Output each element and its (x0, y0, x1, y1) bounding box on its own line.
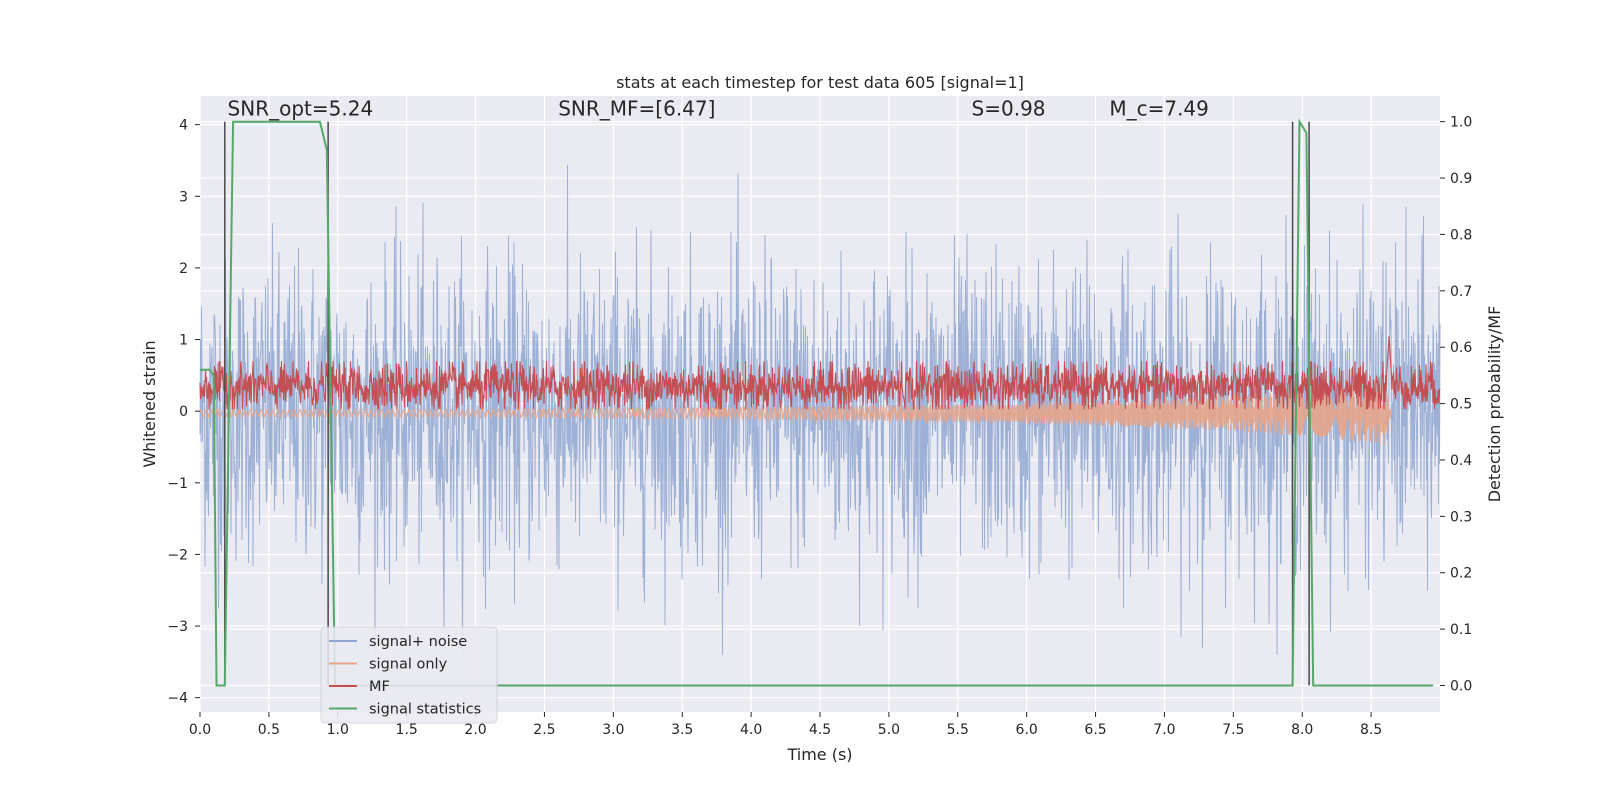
y-tick-label-right: 0.0 (1450, 678, 1472, 694)
y-tick-label-right: 0.3 (1450, 509, 1472, 525)
series-signal-only (199, 382, 1393, 446)
signal-statistics-line (200, 118, 1434, 687)
legend-entry: signal statistics (369, 702, 481, 718)
x-tick-label: 3.5 (671, 722, 693, 738)
axis-ticks: 0.0 0.5 1.0 1.5 2.0 2.5 3.0 3.5 4.0 4.5 5.0 5.5 6.0 6… (167, 115, 1472, 738)
y-tick-label-right: 0.4 (1450, 453, 1472, 469)
y-tick-label-right: 0.8 (1450, 227, 1472, 243)
x-tick-label: 4.0 (740, 722, 762, 738)
x-axis-label: Time (s) (786, 745, 852, 764)
y-tick-label-right: 0.5 (1450, 397, 1472, 413)
signal-only-line (199, 382, 1393, 446)
annotation: S=0.98 (972, 96, 1046, 120)
y-tick-label-right: 0.2 (1450, 566, 1472, 582)
series-signal-statistics (200, 118, 1434, 687)
x-tick-label: 8.5 (1360, 722, 1382, 738)
legend-entry: signal+ noise (369, 634, 467, 650)
x-tick-label: 0.5 (258, 722, 280, 738)
mf-line (199, 336, 1441, 411)
x-tick-label: 5.5 (947, 722, 969, 738)
annotation: M_c=7.49 (1109, 96, 1209, 120)
y-tick-label-left: −3 (167, 619, 188, 635)
signal-noise-line (199, 164, 1441, 655)
y-tick-label-left: 0 (179, 404, 188, 420)
x-tick-label: 5.0 (878, 722, 900, 738)
legend-entry: MF (369, 679, 390, 695)
x-tick-label: 7.0 (1153, 722, 1175, 738)
y-tick-label-left: −4 (167, 691, 188, 707)
y-tick-label-right: 0.1 (1450, 622, 1472, 638)
y-tick-label-left: 4 (179, 118, 188, 134)
y-tick-label-right: 0.7 (1450, 284, 1472, 300)
chart-title: stats at each timestep for test data 605… (616, 73, 1024, 92)
annotation: SNR_opt=5.24 (228, 96, 374, 120)
x-tick-label: 0.0 (189, 722, 211, 738)
x-tick-label: 1.0 (327, 722, 349, 738)
x-tick-label: 4.5 (809, 722, 831, 738)
y-axis-label-right: Detection probability/MF (1485, 306, 1504, 503)
y-tick-label-left: 2 (179, 261, 188, 277)
x-tick-label: 8.0 (1291, 722, 1313, 738)
y-axis-label-left: Whitened strain (140, 340, 159, 467)
y-tick-label-right: 0.9 (1450, 171, 1472, 187)
x-tick-label: 2.0 (464, 722, 486, 738)
legend: signal+ noise signal only MF signal statist… (320, 626, 498, 724)
y-tick-label-left: −2 (167, 547, 188, 563)
x-tick-label: 3.0 (602, 722, 624, 738)
legend-entry: signal only (369, 657, 448, 673)
annotations: SNR_opt=5.24 SNR_MF=[6.47] S=0.98 M_c=7.49 (228, 96, 1209, 120)
y-tick-label-left: 3 (179, 189, 188, 205)
annotation: SNR_MF=[6.47] (558, 96, 715, 120)
x-tick-label: 7.5 (1222, 722, 1244, 738)
x-tick-label: 6.5 (1084, 722, 1106, 738)
x-tick-label: 6.0 (1016, 722, 1038, 738)
series-signal-noise (199, 164, 1441, 655)
y-tick-label-left: 1 (179, 333, 188, 349)
y-tick-label-right: 0.6 (1450, 340, 1472, 356)
series-mf (199, 336, 1441, 411)
x-tick-label: 1.5 (396, 722, 418, 738)
legend-box (320, 626, 498, 724)
y-tick-label-right: 1.0 (1450, 115, 1472, 131)
x-tick-label: 2.5 (533, 722, 555, 738)
y-tick-label-left: −1 (167, 476, 188, 492)
